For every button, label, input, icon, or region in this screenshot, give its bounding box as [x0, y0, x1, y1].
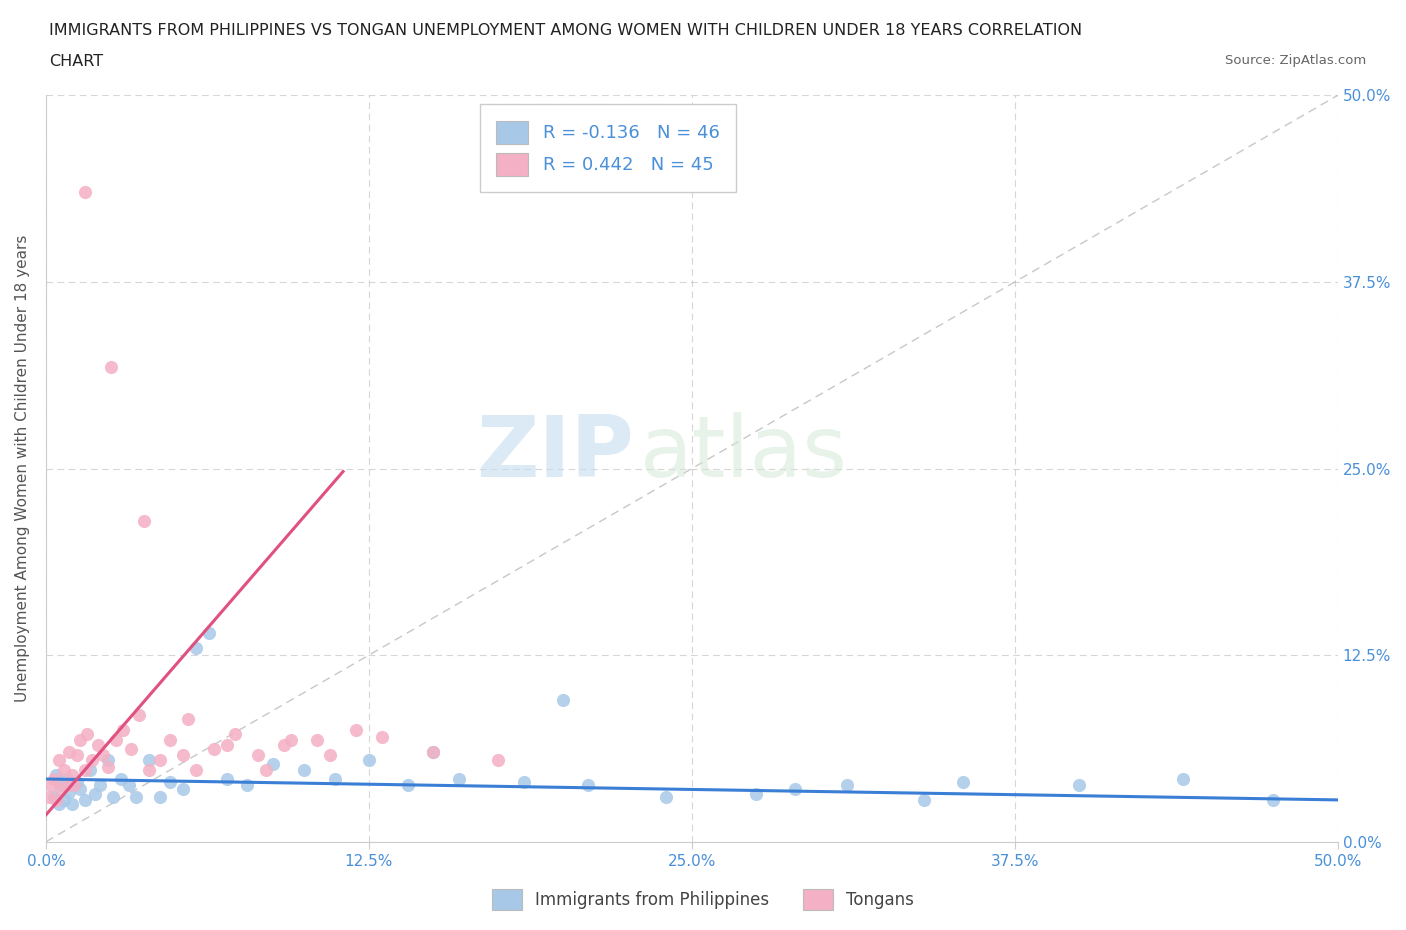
Point	[422, 745, 444, 760]
Point	[55, 777, 77, 792]
Point	[202, 742, 225, 757]
Text: Source: ZipAtlas.com: Source: ZipAtlas.com	[1226, 54, 1367, 67]
Point	[110, 772, 132, 787]
Point	[79, 763, 101, 777]
Point	[1171, 772, 1194, 787]
Point	[159, 775, 181, 790]
Point	[273, 737, 295, 752]
Point	[138, 763, 160, 777]
Text: atlas: atlas	[640, 412, 848, 495]
Point	[101, 790, 124, 804]
Point	[1069, 777, 1091, 792]
Point	[125, 790, 148, 804]
Point	[48, 752, 70, 767]
Text: CHART: CHART	[49, 54, 103, 69]
Point	[254, 763, 277, 777]
Point	[149, 752, 172, 767]
Point	[912, 792, 935, 807]
Text: IMMIGRANTS FROM PHILIPPINES VS TONGAN UNEMPLOYMENT AMONG WOMEN WITH CHILDREN UND: IMMIGRANTS FROM PHILIPPINES VS TONGAN UN…	[49, 23, 1083, 38]
Point	[486, 752, 509, 767]
Point	[86, 737, 108, 752]
Point	[172, 782, 194, 797]
Point	[120, 742, 142, 757]
Point	[53, 792, 76, 807]
Point	[73, 792, 96, 807]
Point	[184, 640, 207, 655]
Point	[63, 777, 86, 792]
Point	[262, 757, 284, 772]
Point	[785, 782, 807, 797]
Point	[172, 748, 194, 763]
Text: ZIP: ZIP	[475, 412, 634, 495]
Point	[246, 748, 269, 763]
Point	[60, 767, 83, 782]
Point	[344, 723, 367, 737]
Point	[97, 760, 120, 775]
Point	[42, 772, 65, 787]
Point	[73, 763, 96, 777]
Point	[45, 792, 67, 807]
Point	[53, 763, 76, 777]
Point	[835, 777, 858, 792]
Point	[51, 777, 73, 792]
Point	[66, 775, 89, 790]
Point	[76, 726, 98, 741]
Point	[134, 513, 156, 528]
Point	[149, 790, 172, 804]
Point	[422, 745, 444, 760]
Point	[745, 787, 768, 802]
Point	[578, 777, 600, 792]
Point	[60, 797, 83, 812]
Point	[952, 775, 974, 790]
Point	[655, 790, 678, 804]
Point	[184, 763, 207, 777]
Point	[73, 185, 96, 200]
Point	[197, 625, 219, 640]
Point	[128, 708, 150, 723]
Point	[58, 785, 80, 800]
Point	[51, 782, 73, 797]
Point	[307, 733, 329, 748]
Point	[215, 772, 238, 787]
Point	[82, 752, 104, 767]
Point	[396, 777, 419, 792]
Point	[100, 360, 122, 375]
Legend: R = -0.136   N = 46, R = 0.442   N = 45: R = -0.136 N = 46, R = 0.442 N = 45	[479, 104, 735, 193]
Point	[319, 748, 342, 763]
Point	[177, 711, 200, 726]
Point	[104, 733, 127, 748]
Point	[58, 745, 80, 760]
Point	[69, 733, 91, 748]
Point	[89, 777, 111, 792]
Point	[91, 748, 114, 763]
Point	[66, 748, 89, 763]
Point	[97, 752, 120, 767]
Point	[323, 772, 346, 787]
Point	[112, 723, 135, 737]
Point	[371, 730, 394, 745]
Point	[551, 693, 574, 708]
Point	[39, 777, 62, 792]
Point	[117, 777, 139, 792]
Point	[138, 752, 160, 767]
Legend: Immigrants from Philippines, Tongans: Immigrants from Philippines, Tongans	[485, 883, 921, 917]
Point	[45, 767, 67, 782]
Point	[292, 763, 315, 777]
Point	[215, 737, 238, 752]
Point	[48, 797, 70, 812]
Point	[1261, 792, 1284, 807]
Point	[159, 733, 181, 748]
Point	[55, 772, 77, 787]
Point	[84, 787, 107, 802]
Point	[42, 790, 65, 804]
Point	[357, 752, 380, 767]
Point	[69, 782, 91, 797]
Point	[280, 733, 302, 748]
Point	[513, 775, 536, 790]
Point	[38, 790, 60, 804]
Point	[224, 726, 246, 741]
Point	[236, 777, 259, 792]
Point	[449, 772, 471, 787]
Y-axis label: Unemployment Among Women with Children Under 18 years: Unemployment Among Women with Children U…	[15, 235, 30, 702]
